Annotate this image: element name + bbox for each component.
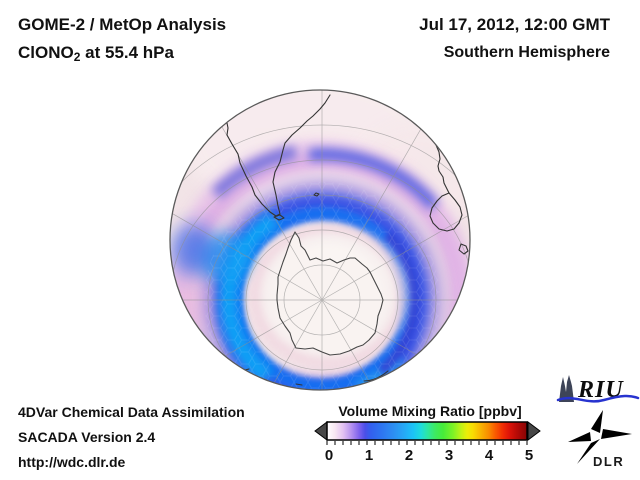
colorbar-tick-label: 0 xyxy=(324,447,334,464)
colorbar-minor-ticks xyxy=(326,441,528,445)
colorbar-right-arrow-icon xyxy=(527,421,541,441)
colorbar-tick-label: 3 xyxy=(444,447,454,464)
footer-line2: SACADA Version 2.4 xyxy=(18,429,156,445)
globe-map xyxy=(168,88,472,392)
header-right: Jul 17, 2012, 12:00 GMT Southern Hemisph… xyxy=(419,16,610,61)
footer-url: http://wdc.dlr.de xyxy=(18,454,126,470)
title-line1: GOME-2 / MetOp Analysis xyxy=(18,15,227,34)
colorbar-title: Volume Mixing Ratio [ppbv] xyxy=(338,403,522,419)
coastline-falkland-islands xyxy=(313,192,320,197)
dlr-text: DLR xyxy=(593,454,624,469)
coastline-africa-cape xyxy=(429,192,463,232)
title-species: ClONO xyxy=(18,43,74,62)
coastline-antarctica xyxy=(276,231,384,356)
title-line2: ClONO2 at 55.4 hPa xyxy=(18,44,226,63)
dlr-logo: DLR xyxy=(568,410,632,469)
globe-limb xyxy=(169,89,471,391)
colorbar-tick-label: 1 xyxy=(364,447,374,464)
colorbar-gradient xyxy=(326,421,528,441)
colorbar-left-arrow-icon xyxy=(314,421,328,441)
riu-wave-icon xyxy=(556,394,640,403)
dlr-star-icon xyxy=(568,410,632,464)
coastline-small-island-2 xyxy=(295,383,303,386)
coastline-tierra-del-fuego xyxy=(273,214,285,221)
header-left: GOME-2 / MetOp Analysis ClONO2 at 55.4 h… xyxy=(18,16,226,63)
polar-cap xyxy=(251,225,407,367)
footer-line1: 4DVar Chemical Data Assimilation xyxy=(18,404,245,420)
title-species-subscript: 2 xyxy=(73,50,81,64)
riu-logo: RIU xyxy=(556,375,640,403)
coastline-island-indian-ocean xyxy=(458,243,469,255)
hemisphere-line: Southern Hemisphere xyxy=(443,44,610,61)
title-level: at 55.4 hPa xyxy=(80,43,174,62)
globe-svg xyxy=(169,89,471,391)
colorbar xyxy=(314,421,541,445)
coastline-south-america xyxy=(225,91,331,217)
footer: 4DVar Chemical Data Assimilation SACADA … xyxy=(18,400,245,475)
colorbar-tick-label: 2 xyxy=(404,447,414,464)
colorbar-tick-label: 5 xyxy=(524,447,534,464)
colorbar-tick-label: 4 xyxy=(484,447,494,464)
cathedral-icon xyxy=(559,375,574,402)
riu-text: RIU xyxy=(577,377,624,403)
date-line: Jul 17, 2012, 12:00 GMT xyxy=(419,15,610,34)
